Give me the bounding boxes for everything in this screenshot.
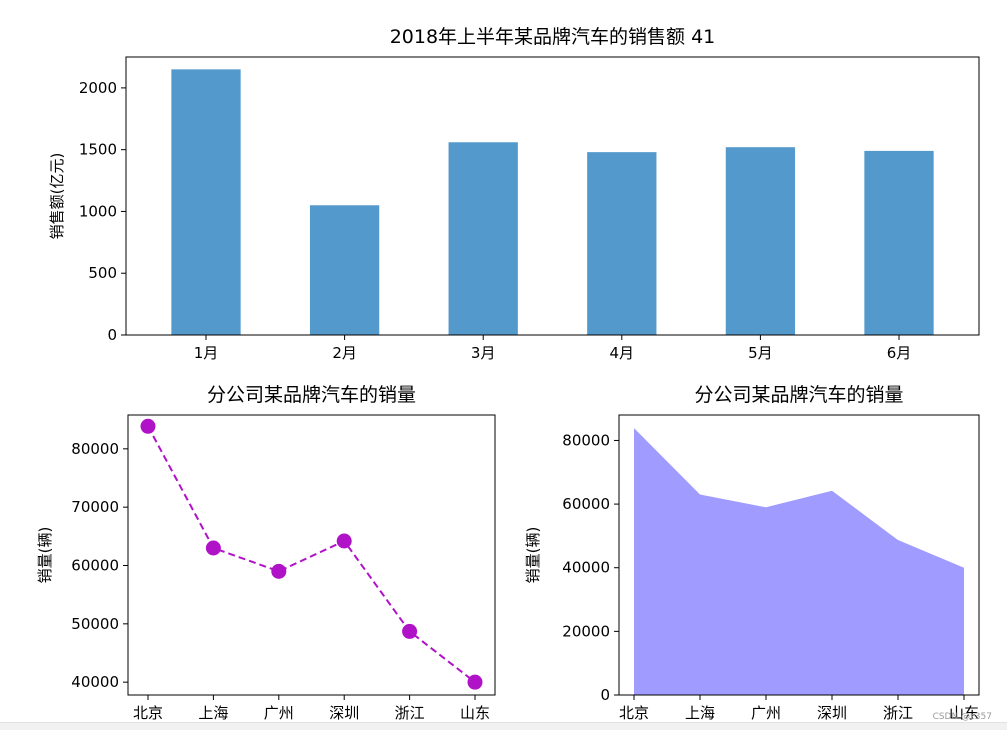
point-山东 — [467, 674, 483, 690]
y-tick-label: 1500 — [79, 141, 117, 159]
y-tick-label: 50000 — [71, 615, 119, 633]
point-广州 — [271, 563, 287, 579]
y-tick-label: 500 — [88, 264, 117, 282]
point-深圳 — [336, 533, 352, 549]
x-tick-label: 北京 — [619, 704, 649, 722]
y-tick-label: 40000 — [71, 673, 119, 691]
watermark: CSDN @z357 — [933, 712, 992, 722]
left-chart — [123, 414, 496, 700]
x-tick-label: 2月 — [332, 344, 357, 362]
y-tick-label: 1000 — [79, 202, 117, 220]
x-tick-label: 4月 — [610, 344, 635, 362]
y-tick-label: 60000 — [562, 495, 610, 513]
x-tick-label: 山东 — [460, 704, 490, 722]
right-chart — [614, 414, 980, 700]
top-plot-frame — [125, 56, 980, 336]
x-tick-label: 1月 — [194, 344, 219, 362]
x-tick-label: 6月 — [887, 344, 912, 362]
y-axis-label: 销量(辆) — [524, 527, 542, 584]
point-北京 — [140, 418, 156, 434]
x-tick-label: 浙江 — [883, 704, 913, 722]
x-tick-label: 北京 — [133, 704, 163, 722]
y-tick-label: 70000 — [71, 498, 119, 516]
right-plot-frame — [618, 414, 980, 696]
y-axis-label: 销量(辆) — [36, 527, 54, 584]
y-tick-label: 0 — [600, 686, 610, 704]
left-plot-frame — [127, 414, 496, 696]
y-tick-label: 80000 — [71, 440, 119, 458]
bar-4月 — [587, 152, 657, 335]
x-tick-label: 上海 — [685, 704, 715, 722]
area-fill — [634, 428, 964, 695]
x-tick-label: 山东 — [949, 704, 979, 722]
x-tick-label: 5月 — [748, 344, 773, 362]
y-tick-label: 20000 — [562, 622, 610, 640]
y-axis-label: 销售额(亿元) — [48, 153, 66, 240]
y-tick-label: 80000 — [562, 431, 610, 449]
y-tick-label: 0 — [107, 326, 117, 344]
x-tick-label: 广州 — [751, 704, 781, 722]
y-tick-label: 2000 — [79, 79, 117, 97]
window-bottom-strip — [0, 722, 1007, 730]
x-tick-label: 浙江 — [395, 704, 425, 722]
y-tick-label: 60000 — [71, 557, 119, 575]
x-tick-label: 深圳 — [329, 704, 359, 722]
bar-3月 — [448, 142, 518, 335]
top-chart — [121, 56, 980, 340]
series-line — [147, 425, 476, 683]
chart-title: 分公司某品牌汽车的销量 — [694, 384, 903, 406]
bar-6月 — [864, 150, 934, 335]
point-上海 — [205, 540, 221, 556]
bar-1月 — [171, 69, 241, 335]
chart-title: 2018年上半年某品牌汽车的销售额 41 — [390, 26, 716, 48]
bar-2月 — [309, 205, 380, 335]
chart-title: 分公司某品牌汽车的销量 — [207, 384, 416, 406]
x-tick-label: 广州 — [264, 704, 294, 722]
x-tick-label: 上海 — [198, 704, 228, 722]
x-tick-label: 3月 — [471, 344, 496, 362]
bar-5月 — [725, 147, 796, 335]
y-tick-label: 40000 — [562, 559, 610, 577]
x-tick-label: 深圳 — [817, 704, 847, 722]
point-浙江 — [402, 623, 418, 639]
